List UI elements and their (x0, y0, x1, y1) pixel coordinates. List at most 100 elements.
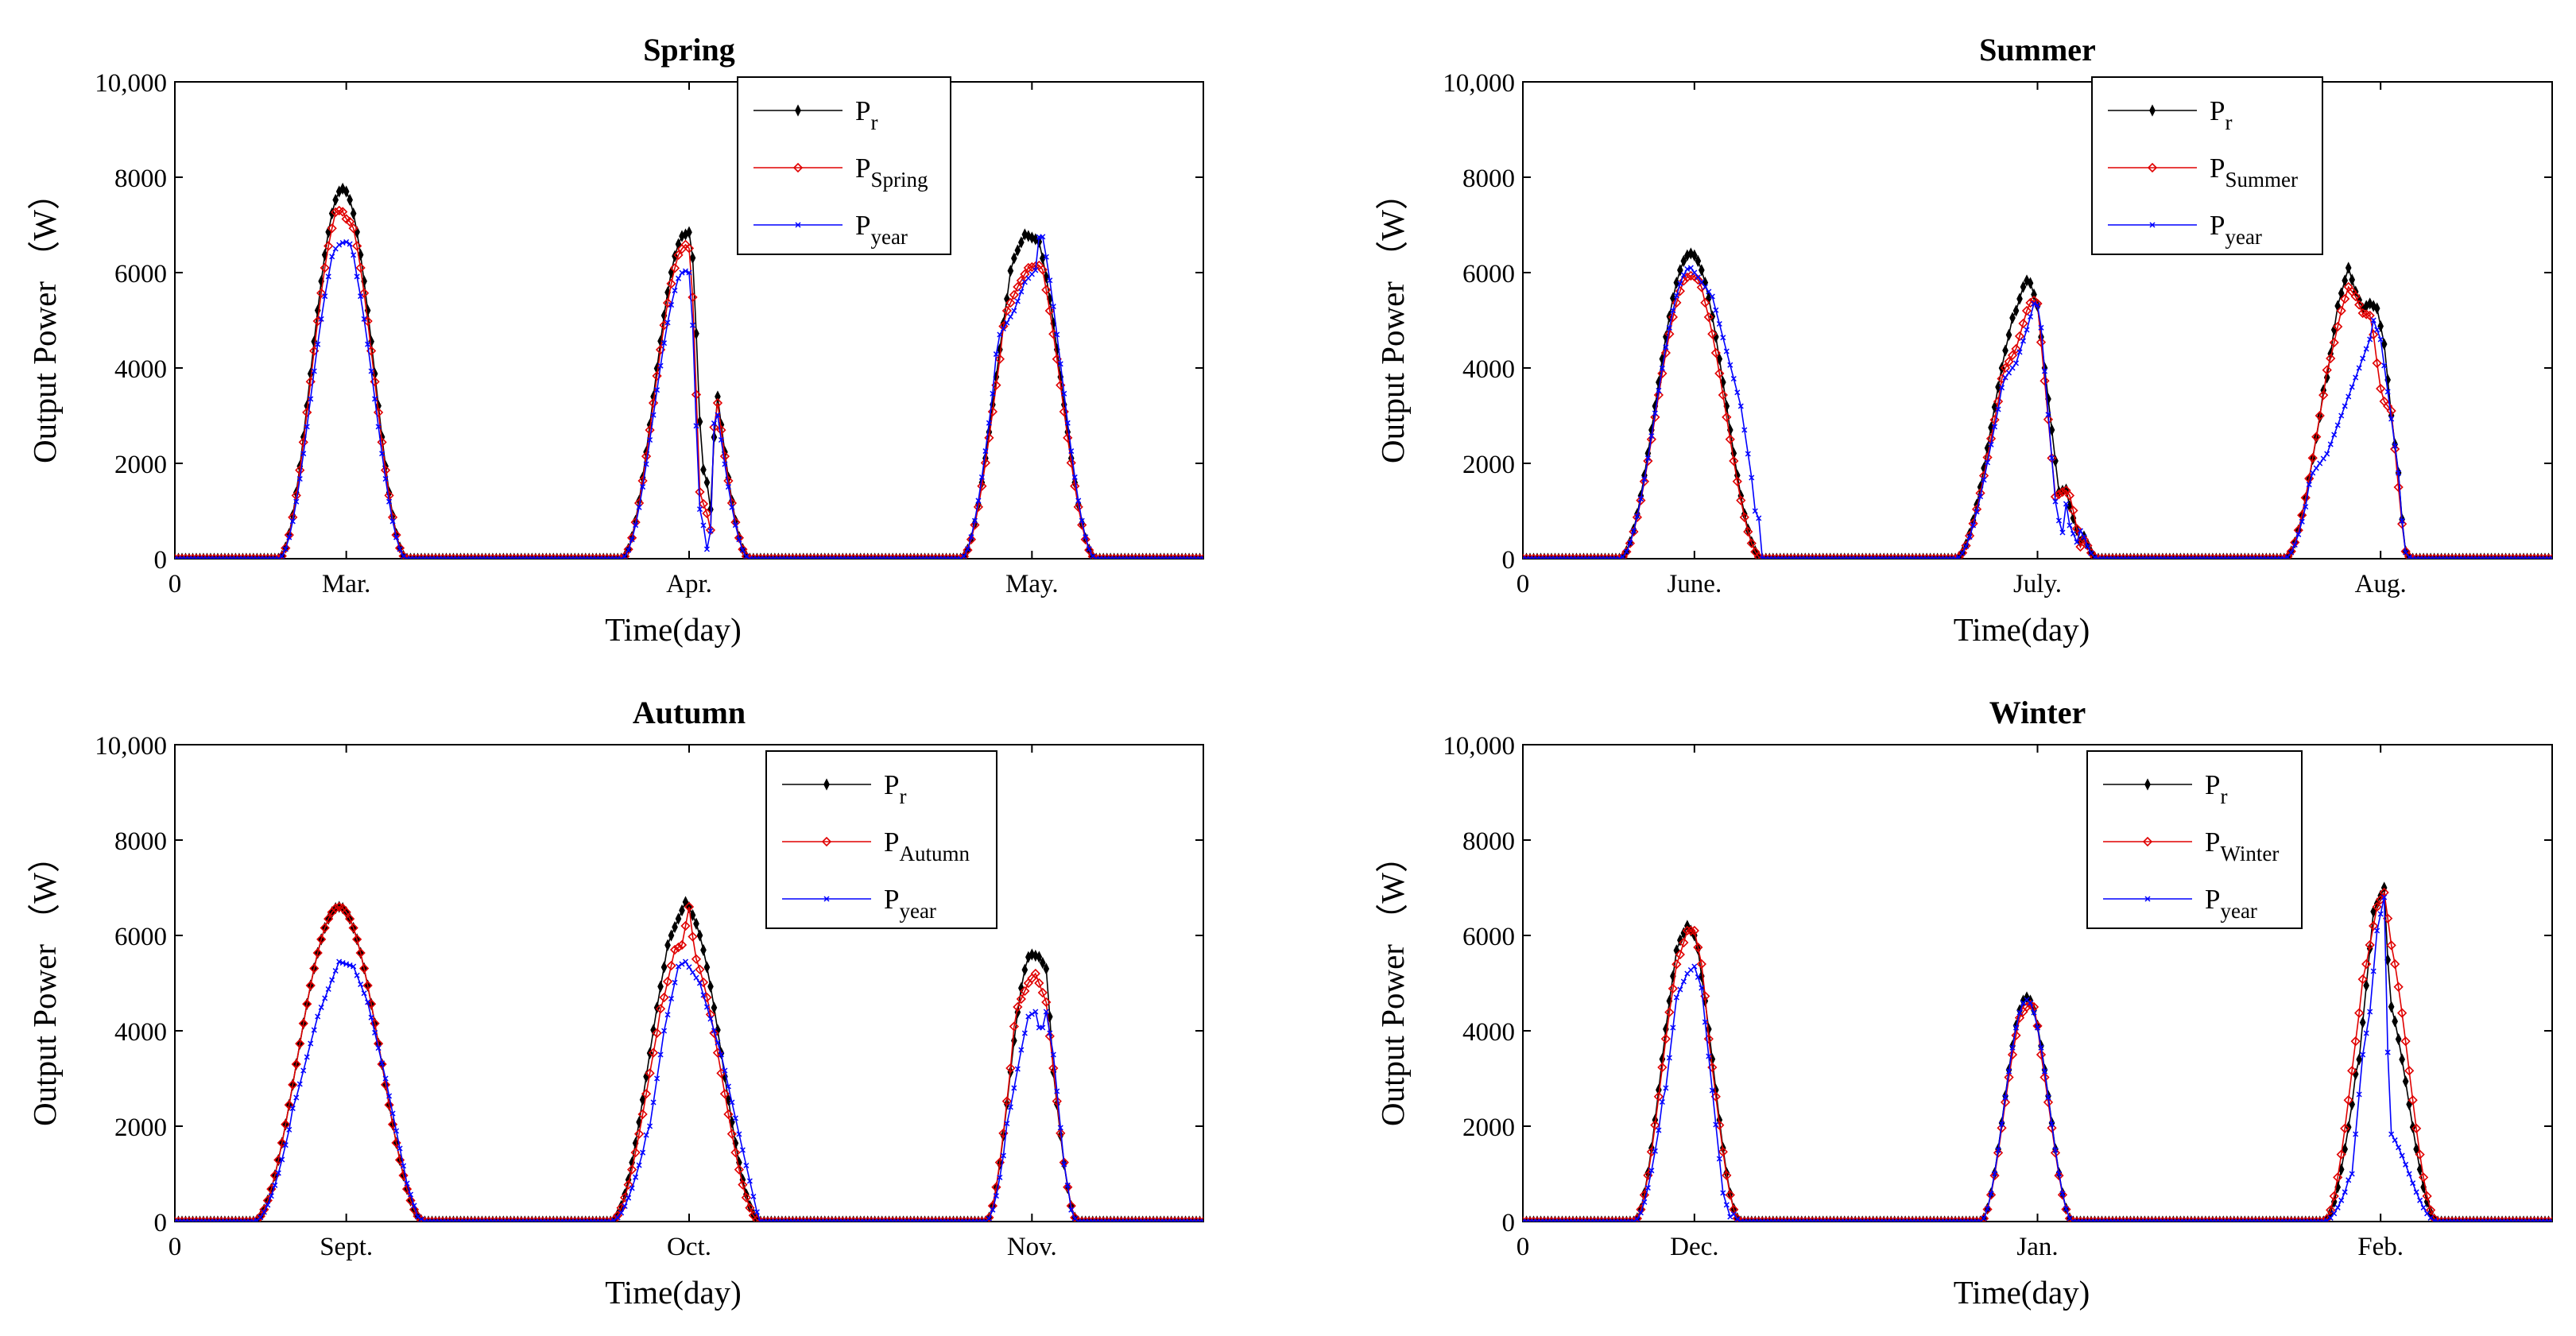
data-point-season (1693, 942, 1703, 953)
data-point-season (1732, 1214, 1742, 1222)
data-point-year (1043, 1009, 1049, 1015)
data-point-year (753, 1209, 760, 1215)
data-point-pr (795, 104, 801, 117)
data-point-year (1713, 307, 1719, 313)
data-point-season (1710, 347, 1721, 358)
data-point-year (1061, 1161, 1067, 1168)
legend-label-season: PSpring (855, 153, 928, 192)
data-point-season (2418, 1172, 2429, 1183)
data-point-pr (2048, 424, 2055, 436)
data-point-year (325, 986, 331, 993)
data-point-year (2084, 543, 2090, 549)
legend-label-season: PWinter (2205, 827, 2279, 865)
data-point-season (323, 241, 334, 251)
data-point-year (358, 981, 364, 988)
x-tick-label: July. (2013, 570, 2062, 598)
x-tick-label: 0 (1517, 570, 1530, 598)
data-point-year (607, 1218, 614, 1222)
data-point-year (1963, 543, 1970, 549)
data-point-pr (1039, 956, 1046, 970)
data-point-year (304, 424, 310, 430)
data-point-season (1675, 286, 1685, 296)
x-tick-label: Mar. (322, 570, 370, 598)
data-point-season (712, 397, 723, 409)
data-point-pr (1014, 244, 1021, 257)
data-point-season (691, 954, 702, 964)
data-point-year (1749, 474, 1755, 481)
data-point-season (2057, 1190, 2068, 1200)
data-point-year (2052, 1147, 2059, 1153)
data-point-year (1666, 1055, 1672, 1061)
data-point-year (1014, 298, 1021, 304)
x-axis-label: Time(day) (605, 1274, 742, 1311)
data-point-year (2149, 222, 2156, 228)
data-point-year (1057, 1125, 1063, 1131)
data-point-year (2399, 1152, 2405, 1159)
data-point-year (2374, 927, 2380, 934)
data-point-year (2403, 549, 2409, 556)
data-point-year (1641, 1199, 1648, 1206)
data-point-year (657, 362, 664, 369)
data-point-year (1652, 410, 1658, 416)
data-point-year (336, 242, 343, 248)
data-point-year (1702, 1019, 1708, 1025)
data-point-season (2054, 1171, 2064, 1181)
data-point-year (329, 977, 335, 983)
data-point-year (354, 273, 360, 280)
y-axis-label: Output Power （W） (26, 177, 63, 463)
data-point-season (730, 1148, 741, 1158)
data-point-year (1713, 1121, 1719, 1128)
data-point-season (309, 963, 320, 974)
data-point-season (1005, 1063, 1016, 1074)
data-point-year (2063, 501, 2070, 507)
series-year (1523, 894, 2552, 1222)
data-point-season (1077, 520, 1087, 530)
data-point-year (2005, 370, 2012, 376)
data-point-season (1978, 1213, 1989, 1222)
legend-box (2086, 750, 2303, 929)
data-point-season (2018, 318, 2028, 329)
data-point-year (296, 475, 303, 482)
data-point-season (2365, 310, 2375, 321)
data-point-year (2392, 1137, 2398, 1144)
data-point-season (1001, 1096, 1013, 1106)
data-point-season (959, 552, 970, 559)
data-point-year (1040, 1024, 1046, 1031)
data-point-year (1699, 279, 1705, 285)
data-point-year (633, 1174, 639, 1180)
data-point-season (2422, 1191, 2432, 1202)
data-point-year (418, 1216, 424, 1222)
data-point-pr (2399, 1053, 2405, 1066)
data-point-year (2417, 1197, 2423, 1203)
data-point-year (2038, 1044, 2044, 1051)
data-point-year (282, 546, 289, 552)
data-point-year (1756, 515, 1762, 521)
data-point-year (668, 302, 675, 308)
data-point-year (1702, 284, 1708, 290)
data-point-year (2384, 1049, 2391, 1055)
data-point-season (398, 551, 409, 559)
data-point-year (725, 1083, 731, 1090)
data-point-year (389, 518, 396, 525)
data-point-year (2031, 300, 2037, 307)
data-point-year (2349, 1171, 2355, 1177)
data-point-season (1985, 1190, 1997, 1200)
data-point-year (2012, 1024, 2020, 1031)
data-point-pr (1036, 951, 1043, 963)
data-point-season (1070, 481, 1080, 491)
data-point-season (316, 288, 327, 298)
data-point-pr (1039, 252, 1046, 265)
data-point-season (2350, 1036, 2361, 1047)
data-point-season (384, 1100, 394, 1110)
data-point-year (1032, 1009, 1039, 1015)
data-point-season (1066, 458, 1076, 468)
series-line-season (1523, 275, 2552, 559)
data-point-year (2392, 443, 2398, 449)
data-point-year (2016, 1009, 2023, 1016)
data-point-season (288, 1079, 298, 1090)
data-point-pr (1677, 264, 1683, 277)
y-tick-label: 8000 (114, 165, 167, 193)
data-point-pr (657, 980, 664, 993)
data-point-pr (2356, 1053, 2363, 1066)
data-point-year (618, 556, 625, 559)
